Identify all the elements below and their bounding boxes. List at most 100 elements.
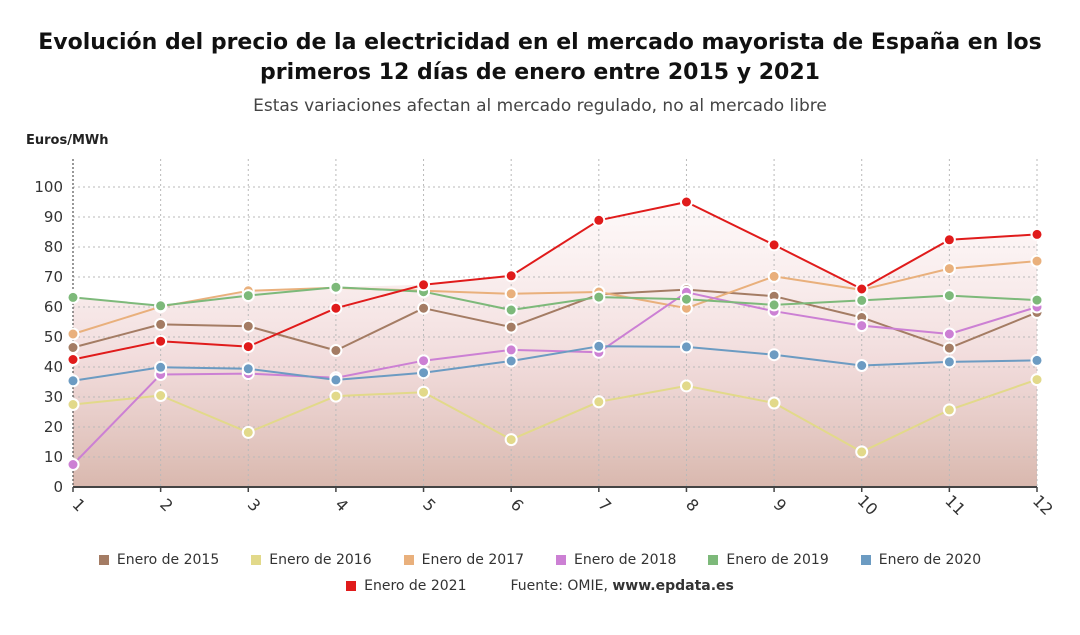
data-point: [767, 348, 781, 362]
data-point: [855, 359, 869, 372]
data-point: [767, 396, 781, 410]
data-point: [942, 327, 956, 341]
y-tick-label: 40: [44, 358, 63, 376]
data-point: [504, 269, 518, 283]
legend-swatch: [403, 555, 414, 565]
chart-title-line-2: primeros 12 días de enero entre 2015 y 2…: [260, 60, 820, 85]
y-tick-label: 100: [34, 178, 63, 196]
data-point: [66, 374, 80, 388]
y-tick-label: 20: [44, 418, 63, 436]
data-point: [767, 298, 781, 312]
data-point: [767, 238, 781, 252]
data-point: [66, 327, 80, 341]
chart-title-line-1: Evolución del precio de la electricidad …: [38, 30, 1042, 55]
data-point: [241, 340, 255, 354]
legend-label: Enero de 2020: [878, 552, 982, 568]
data-point: [504, 303, 518, 317]
legend-item: Enero de 2018: [556, 552, 676, 568]
data-point: [66, 398, 80, 411]
series-line: [72, 291, 1038, 466]
legend-item: Enero de 2020: [860, 552, 982, 568]
y-tick-label: 10: [44, 448, 63, 466]
series-line: [72, 286, 1038, 311]
data-point: [942, 341, 956, 355]
data-point: [592, 290, 606, 304]
x-tick-label: 3: [244, 495, 265, 516]
series-line: [72, 260, 1038, 335]
legend-label: Enero de 2016: [269, 552, 372, 568]
series-line: [72, 201, 1038, 361]
legend-item: Enero de 2015: [98, 552, 220, 568]
data-point: [679, 292, 693, 306]
data-point: [504, 354, 518, 368]
data-point: [1030, 373, 1044, 387]
data-point: [154, 360, 168, 374]
data-point: [66, 290, 80, 304]
x-tick-label: 9: [770, 495, 791, 516]
y-tick-label: 90: [44, 208, 63, 226]
data-point: [504, 433, 518, 447]
data-point: [855, 293, 869, 307]
data-point: [679, 340, 693, 354]
x-tick-label: 8: [682, 495, 703, 516]
legend-label: Enero de 2019: [726, 552, 829, 568]
source-label: Fuente: OMIE,: [510, 578, 613, 594]
data-point: [942, 289, 956, 303]
legend-swatch: [98, 555, 109, 565]
chart-title: Evolución del precio de la electricidad …: [0, 28, 1080, 88]
data-point: [504, 287, 518, 301]
data-point: [504, 343, 518, 357]
legend-label: Enero de 2018: [574, 552, 677, 568]
data-point: [66, 353, 80, 366]
data-point: [417, 278, 431, 292]
data-point: [329, 373, 343, 387]
data-point: [767, 269, 781, 283]
x-tick-label: 5: [419, 495, 440, 516]
data-point: [241, 319, 255, 333]
data-point: [241, 425, 255, 439]
series-line: [72, 288, 1038, 352]
legend-label: Enero de 2021: [364, 578, 467, 594]
data-point: [329, 389, 343, 403]
data-point: [592, 395, 606, 409]
data-point: [592, 339, 606, 353]
y-tick-label: 80: [44, 238, 63, 256]
legend-swatch: [556, 555, 566, 565]
x-tick-label: 4: [331, 495, 352, 516]
x-tick-label: 2: [156, 495, 177, 516]
data-point: [417, 301, 431, 315]
x-tick-label: 12: [1029, 491, 1057, 519]
data-point: [1030, 293, 1044, 307]
legend-row: Enero de 2021 Fuente: OMIE, www.epdata.e…: [0, 578, 1080, 594]
series-line: [72, 345, 1038, 382]
x-tick-label: 1: [69, 495, 90, 516]
data-point: [154, 299, 168, 313]
data-point: [66, 341, 80, 354]
x-tick-label: 11: [941, 491, 969, 519]
x-tick-label: 6: [507, 495, 528, 516]
data-point: [679, 379, 693, 393]
legend-item: Enero de 2019: [708, 552, 829, 568]
legend-item: Enero de 2016: [251, 552, 372, 568]
data-point: [329, 301, 343, 315]
data-point: [241, 362, 255, 376]
y-axis-label: Euros/MWh: [26, 133, 109, 148]
data-point: [154, 334, 168, 348]
data-point: [329, 344, 343, 357]
legend: Enero de 2015 Enero de 2016 Enero de 2017 E…: [0, 552, 1080, 604]
data-point: [1030, 353, 1044, 367]
y-tick-label: 60: [44, 298, 63, 316]
legend-label: Enero de 2015: [116, 552, 220, 568]
source-note: Fuente: OMIE, www.epdata.es: [510, 578, 733, 594]
data-point: [241, 289, 255, 303]
data-point: [1030, 227, 1044, 241]
data-point: [1030, 254, 1044, 268]
data-point: [66, 458, 80, 471]
source-site: www.epdata.es: [612, 578, 734, 594]
data-point: [855, 319, 869, 333]
data-point: [942, 355, 956, 369]
y-tick-label: 0: [53, 478, 63, 496]
data-point: [417, 385, 431, 399]
